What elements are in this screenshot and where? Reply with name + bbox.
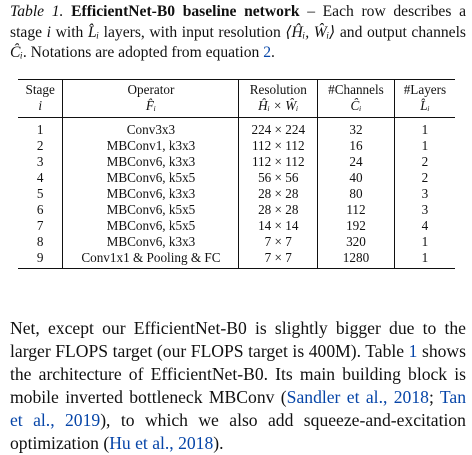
caption-label: Table 1. — [10, 3, 64, 20]
cell-layers: 1 — [393, 138, 455, 154]
caption-title: EfficientNet-B0 baseline network — [71, 3, 300, 20]
table-body: 1 Conv3x3 224 × 224 32 1 2 MBConv1, k3x3 112 × … — [18, 117, 455, 269]
table-row: 6 MBConv6, k5x5 28 × 28 112 3 — [18, 202, 455, 218]
cell-operator: MBConv6, k5x5 — [62, 218, 239, 234]
cell-channels: 320 — [317, 234, 395, 250]
cell-stage: 5 — [36, 186, 44, 201]
cell-operator: Conv3x3 — [62, 117, 239, 138]
cell-channels: 40 — [317, 170, 395, 186]
cell-channels: 24 — [317, 154, 395, 170]
cell-layers: 4 — [393, 218, 455, 234]
cell-stage: 8 — [36, 234, 44, 249]
cell-channels: 32 — [317, 117, 395, 138]
cell-layers: 3 — [393, 202, 455, 218]
table-row: 7 MBConv6, k5x5 14 × 14 192 4 — [18, 218, 455, 234]
table-row: 2 MBConv1, k3x3 112 × 112 16 1 — [18, 138, 455, 154]
body-text: shows the architecture of EfficientNet-B… — [10, 341, 466, 407]
caption-resolution-var: ⟨Ĥᵢ, Ŵᵢ⟩ — [285, 23, 336, 41]
table-row: 3 MBConv6, k3x3 112 × 112 24 2 — [18, 154, 455, 170]
cell-channels: 192 — [317, 218, 395, 234]
header-channels-symbol: Ĉᵢ — [317, 98, 395, 118]
table-ref-link[interactable]: 1 — [408, 341, 418, 361]
caption-text: – Each row describes a stage — [10, 3, 466, 41]
citation-hu-link[interactable]: Hu et al., 2018 — [109, 433, 214, 453]
table-header-sub-row: i F̂ᵢ Ĥᵢ × Ŵᵢ Ĉᵢ L̂ᵢ — [18, 98, 455, 118]
cell-operator: Conv1x1 & Pooling & FC — [62, 250, 239, 269]
table-row: 4 MBConv6, k5x5 56 × 56 40 2 — [18, 170, 455, 186]
caption-text: and output channels — [335, 23, 466, 41]
body-text: ). — [213, 433, 224, 453]
cell-channels: 16 — [317, 138, 395, 154]
cell-resolution: 7 × 7 — [238, 250, 318, 269]
header-layers: #Layers — [393, 79, 455, 98]
cell-stage: 9 — [18, 250, 63, 269]
cell-channels: 112 — [317, 202, 395, 218]
cell-layers: 2 — [393, 154, 455, 170]
cell-resolution: 56 × 56 — [238, 170, 318, 186]
cell-layers: 1 — [393, 250, 455, 269]
body-paragraph: Net, except our EfficientNet-B0 is sligh… — [10, 317, 466, 455]
baseline-network-table: Stage Operator Resolution #Channels #Lay… — [18, 79, 455, 269]
table-row: 8 MBConv6, k3x3 7 × 7 320 1 — [18, 234, 455, 250]
cell-resolution: 7 × 7 — [238, 234, 318, 250]
cell-stage: 3 — [36, 154, 44, 169]
caption-layers-var: L̂ᵢ — [87, 23, 100, 41]
equation-ref-link[interactable]: 2 — [263, 44, 272, 61]
cell-stage: 4 — [36, 170, 44, 185]
cell-operator: MBConv6, k5x5 — [62, 202, 239, 218]
cell-layers: 3 — [393, 186, 455, 202]
table-caption: Table 1. EfficientNet-B0 baseline networ… — [10, 2, 466, 64]
header-operator-symbol: F̂ᵢ — [62, 98, 239, 118]
cell-resolution: 112 × 112 — [238, 138, 318, 154]
caption-channels-var: Ĉᵢ — [10, 44, 23, 61]
cell-stage: 6 — [36, 202, 44, 217]
cell-operator: MBConv6, k5x5 — [62, 170, 239, 186]
header-stage-symbol: i — [18, 98, 63, 118]
caption-text: . Notations are adopted from equation — [22, 44, 264, 61]
header-resolution: Resolution — [238, 79, 318, 98]
cell-operator: MBConv6, k3x3 — [62, 186, 239, 202]
body-text: ; — [428, 387, 440, 407]
cell-resolution: 224 × 224 — [238, 117, 318, 138]
table-row: 1 Conv3x3 224 × 224 32 1 — [18, 117, 455, 138]
cell-channels: 1280 — [317, 250, 395, 269]
header-resolution-symbol: Ĥᵢ × Ŵᵢ — [238, 98, 318, 118]
caption-text: layers, with input resolution — [99, 23, 286, 41]
cell-resolution: 112 × 112 — [238, 154, 318, 170]
table-header-row: Stage Operator Resolution #Channels #Lay… — [18, 79, 455, 98]
body-text: Net, except our EfficientNet-B0 is sligh… — [10, 318, 466, 361]
cell-stage: 2 — [36, 138, 44, 153]
caption-stage-var: i — [46, 23, 51, 41]
body-text: ), to which we also add squeeze-and-exci… — [10, 410, 466, 453]
cell-operator: MBConv1, k3x3 — [62, 138, 239, 154]
cell-operator: MBConv6, k3x3 — [62, 154, 239, 170]
header-operator: Operator — [62, 79, 239, 98]
cell-layers: 1 — [393, 234, 455, 250]
header-stage: Stage — [18, 79, 63, 98]
cell-operator: MBConv6, k3x3 — [62, 234, 239, 250]
caption-text: with — [51, 23, 88, 41]
header-channels: #Channels — [317, 79, 395, 98]
cell-stage: 7 — [36, 218, 44, 233]
cell-channels: 80 — [317, 186, 395, 202]
cell-resolution: 28 × 28 — [238, 202, 318, 218]
caption-text: . — [271, 44, 275, 61]
cell-resolution: 14 × 14 — [238, 218, 318, 234]
cell-resolution: 28 × 28 — [238, 186, 318, 202]
citation-sandler-link[interactable]: Sandler et al., 2018 — [286, 387, 429, 407]
table-row: 9 Conv1x1 & Pooling & FC 7 × 7 1280 1 — [18, 250, 455, 269]
header-layers-symbol: L̂ᵢ — [393, 98, 455, 118]
cell-stage: 1 — [36, 122, 44, 137]
cell-layers: 2 — [393, 170, 455, 186]
citation-tan-link[interactable]: Tan et al., 2019 — [10, 387, 467, 430]
table-row: 5 MBConv6, k3x3 28 × 28 80 3 — [18, 186, 455, 202]
cell-layers: 1 — [393, 117, 455, 138]
